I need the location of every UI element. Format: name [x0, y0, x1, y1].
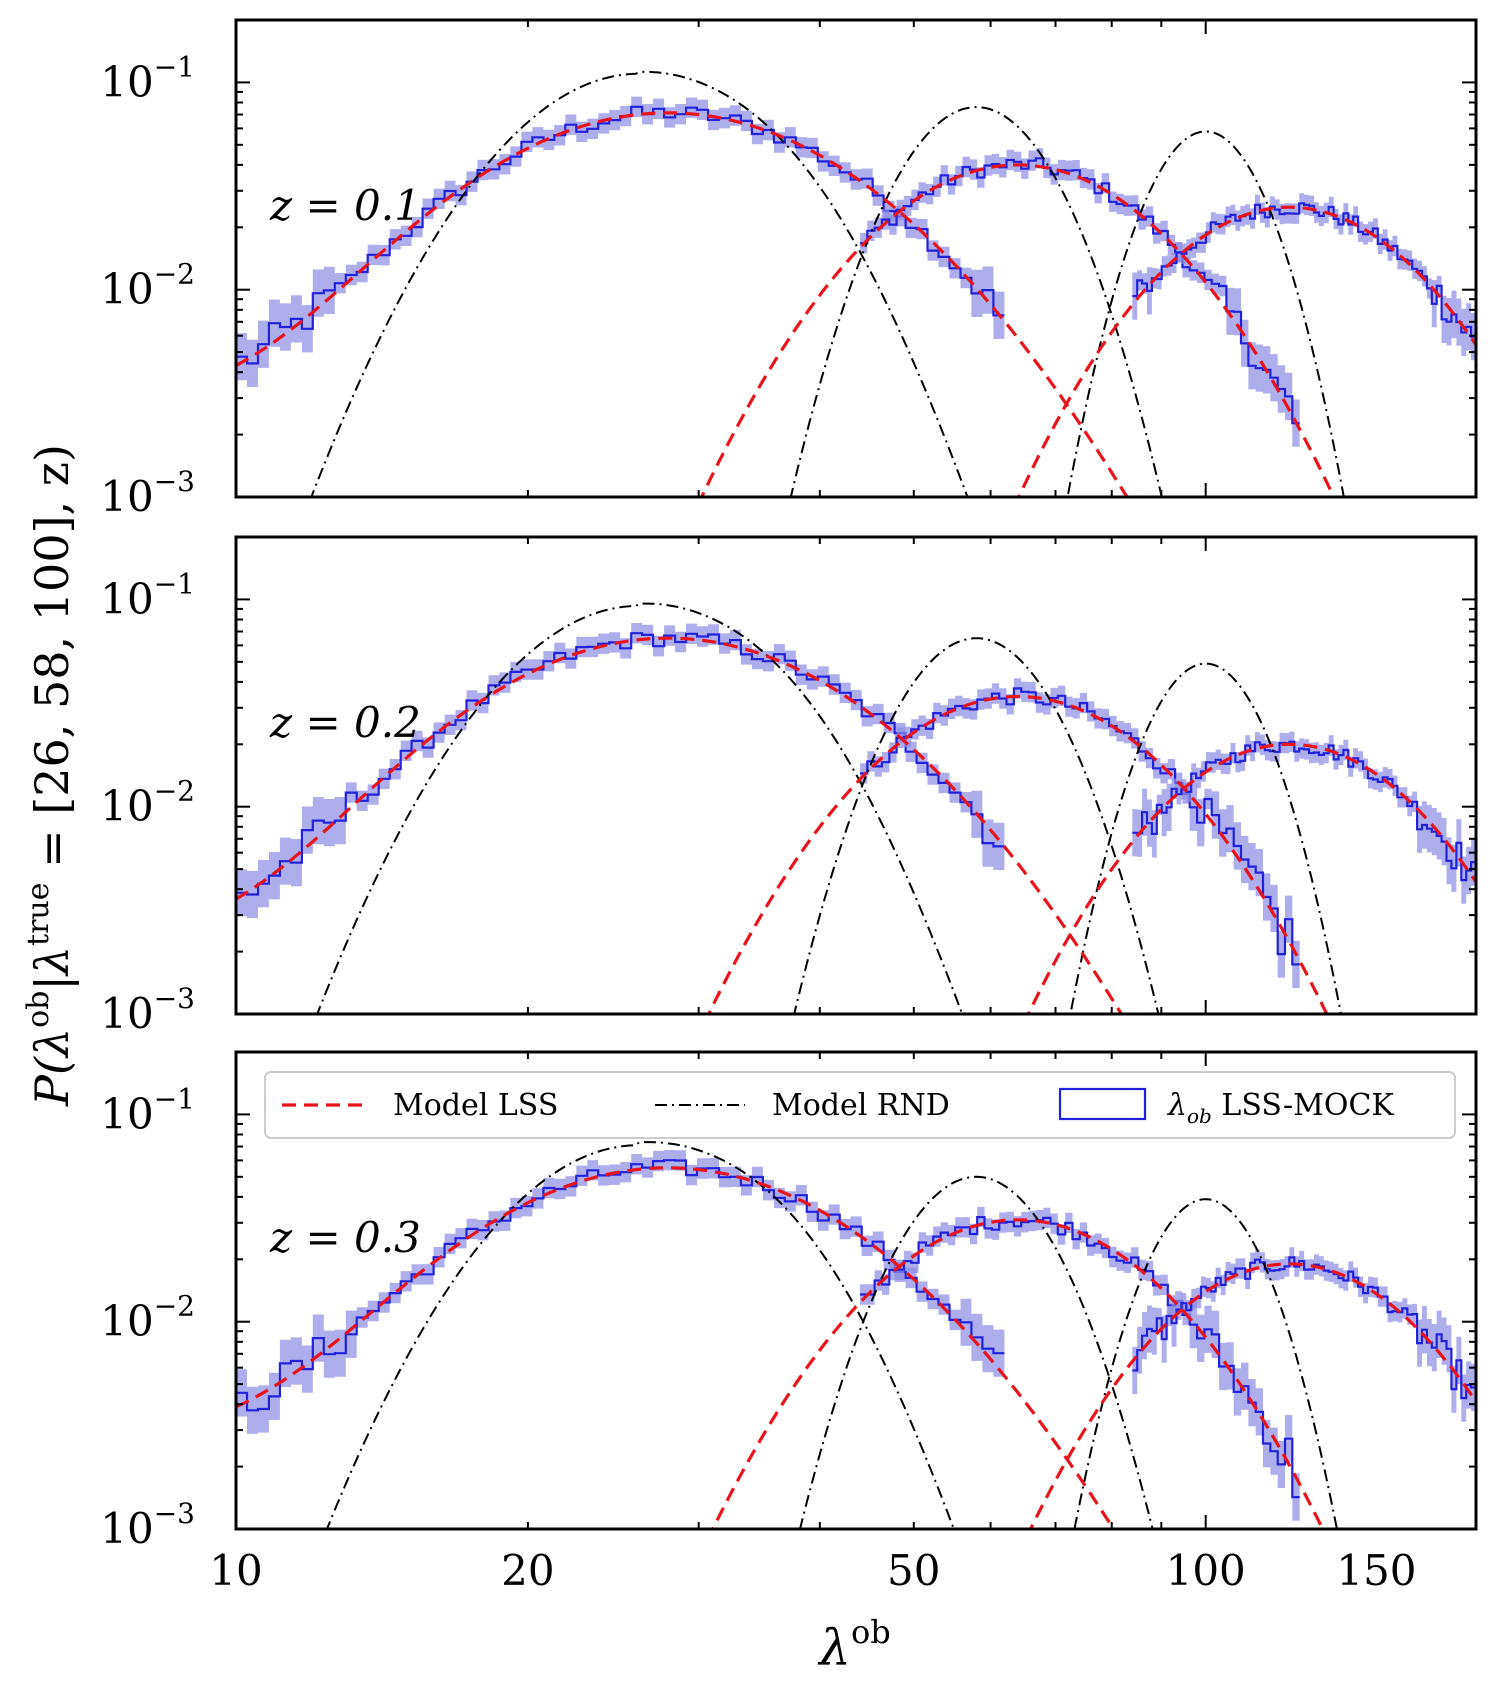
legend-rnd-label: Model RND: [772, 1088, 950, 1123]
model-rnd-curve-3: [1066, 130, 1345, 497]
mock-histogram-1: [236, 105, 1005, 365]
mock-histogram-3: [1132, 740, 1476, 882]
y-tick-label: 10−2: [100, 1290, 195, 1346]
model-lss-curve-2: [699, 163, 1336, 497]
panel-z-label: z = 0.2: [269, 698, 421, 747]
y-tick-label: 10−1: [100, 567, 195, 623]
panel-frame: [234, 18, 1478, 499]
model-lss-curve-3: [1026, 742, 1476, 1014]
mock-histogram-3: [1132, 1256, 1476, 1400]
panel-3: 10−1 10−2 10−3 z = 0.3: [100, 1050, 1478, 1553]
model-rnd-curve-3: [1073, 1198, 1338, 1529]
legend: Model LSS Model RND λob LSS-MOCK: [264, 1071, 1456, 1139]
legend-mock-label: λob LSS-MOCK: [1167, 1088, 1394, 1128]
model-rnd-curve-2: [798, 1175, 1154, 1529]
model-rnd-curve-1: [325, 1141, 955, 1529]
panel-frame: [234, 535, 1478, 1016]
model-lss-curve-1: [236, 1166, 1116, 1529]
mock-band-2: [860, 678, 1300, 988]
model-rnd-curve-2: [793, 637, 1160, 1014]
x-tick-label: 150: [1336, 1546, 1416, 1595]
mock-band-1: [236, 96, 1005, 387]
axis-titles: 10 20 50 100 150 λob P(λob|λtrue = [26, 58, 10…: [21, 444, 1417, 1677]
x-tick-label: 20: [501, 1546, 554, 1595]
panel-z-label: z = 0.1: [269, 181, 421, 230]
model-rnd-curve-1: [316, 602, 964, 1014]
x-tick-label: 10: [209, 1546, 262, 1595]
model-lss-curve-3: [1028, 1262, 1476, 1529]
mock-band-2: [860, 1206, 1300, 1521]
model-lss-curve-1: [236, 111, 1129, 497]
legend-lss-label: Model LSS: [393, 1088, 558, 1123]
panels: 10−110−210−3z = 0.110−110−210−3z = 0.210…: [100, 18, 1478, 1553]
y-tick-label: 10−3: [100, 465, 195, 521]
mock-band-3: [1132, 731, 1476, 904]
model-lss-curve-1: [236, 636, 1124, 1014]
mock-histogram-2: [860, 687, 1300, 966]
panel-2: 10−1 10−2 10−3 z = 0.2: [100, 535, 1478, 1038]
x-axis-title: λob: [817, 1613, 890, 1677]
model-rnd-curve-2: [789, 106, 1163, 497]
legend-box: [264, 1071, 1456, 1139]
panel-frame: [234, 1050, 1478, 1531]
y-tick-label: 10−1: [100, 50, 195, 106]
x-tick-label: 100: [1166, 1546, 1246, 1595]
model-lss-curve-2: [711, 1218, 1325, 1529]
model-lss-curve-2: [706, 694, 1329, 1014]
y-tick-label: 10−3: [100, 982, 195, 1038]
y-tick-label: 10−3: [100, 1497, 195, 1553]
model-rnd-curve-1: [310, 70, 969, 497]
y-tick-label: 10−2: [100, 258, 195, 314]
model-rnd-curve-3: [1069, 662, 1342, 1014]
y-tick-label: 10−2: [100, 775, 195, 831]
x-tick-label: 50: [887, 1546, 940, 1595]
model-lss-curve-3: [1017, 205, 1476, 497]
y-axis-title: P(λob|λtrue = [26, 58, 100], z): [21, 444, 79, 1107]
mock-band-1: [236, 1150, 1005, 1434]
panel-1: 10−1 10−2 10−3 z = 0.1: [100, 18, 1478, 521]
mock-histogram-2: [860, 1216, 1300, 1499]
legend-mock-swatch: [1058, 1087, 1147, 1121]
y-tick-label: 10−1: [100, 1082, 195, 1138]
panel-z-label: z = 0.3: [269, 1213, 421, 1262]
